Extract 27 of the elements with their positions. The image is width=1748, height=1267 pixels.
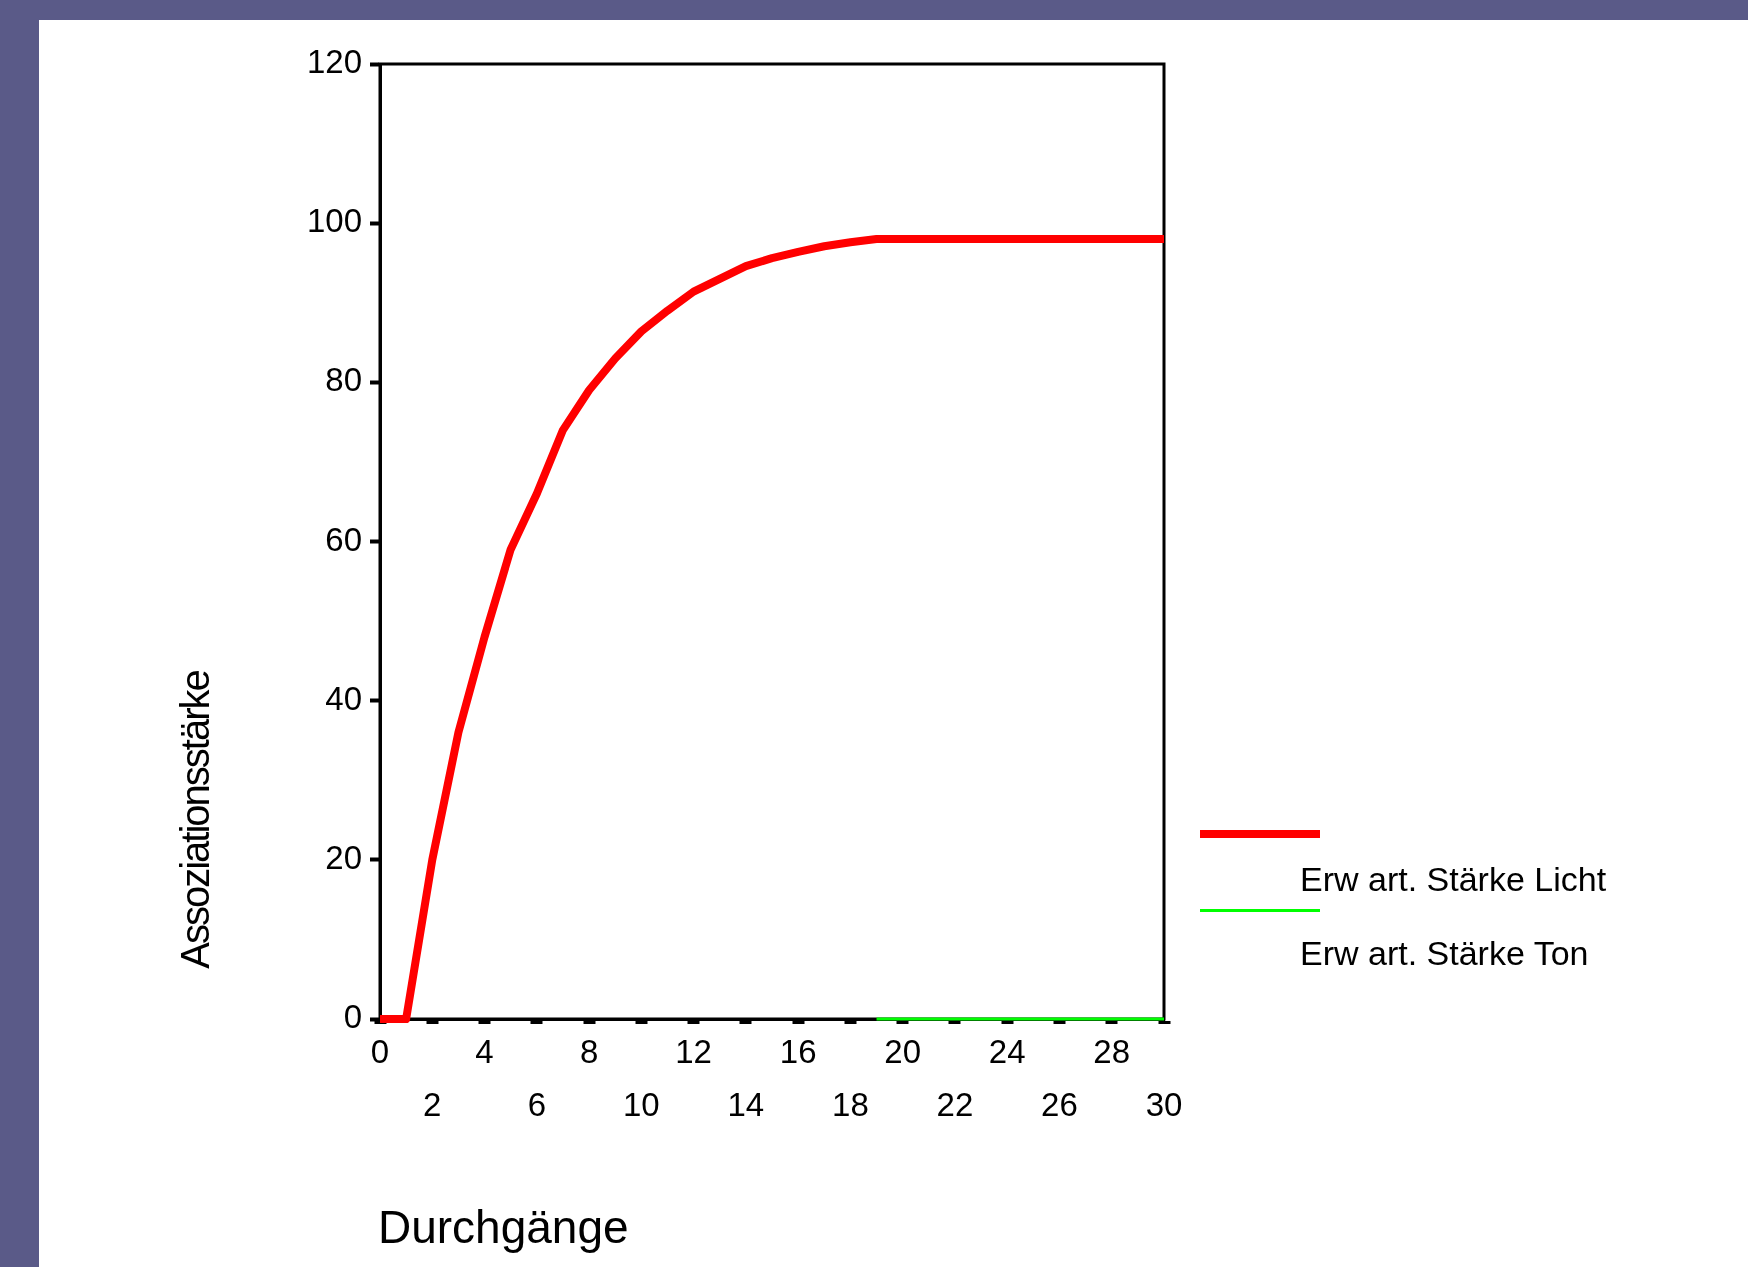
y-tick-label: 20 (325, 838, 362, 876)
x2-tick-label: 18 (832, 1085, 869, 1123)
x2-tick-label: 10 (622, 1085, 660, 1123)
y-tick-label: 80 (325, 361, 362, 399)
y-tick-label: 40 (325, 679, 362, 717)
y-tick-label: 120 (306, 43, 362, 81)
x2-tick-label: 22 (936, 1085, 974, 1123)
x2-tick-label: 6 (527, 1085, 546, 1123)
x-tick-label: 12 (675, 1032, 712, 1070)
y-tick-label: 100 (306, 202, 362, 240)
x-tick-label: 8 (579, 1032, 599, 1070)
x-axis-title: Durchgänge (378, 1200, 629, 1254)
x-tick-label: 4 (475, 1032, 494, 1070)
y-axis-title: Assoziationsstärke (172, 671, 218, 969)
x-tick-label: 16 (779, 1032, 817, 1070)
x-tick-label: 0 (370, 1032, 390, 1070)
x-tick-label: 24 (988, 1032, 1026, 1070)
x2-tick-label: 2 (423, 1085, 442, 1123)
x-tick-label: 20 (884, 1032, 922, 1070)
x-tick-label: 28 (1093, 1032, 1131, 1070)
y-tick-label: 60 (325, 520, 362, 558)
x2-tick-label: 14 (727, 1085, 765, 1123)
y-tick-label: 0 (343, 998, 362, 1036)
x2-tick-label: 26 (1041, 1085, 1078, 1123)
text: Erw art. Stärke Ton (1300, 934, 1590, 973)
text: Erw art. Stärke Licht (1300, 860, 1608, 899)
x2-tick-label: 30 (1145, 1085, 1183, 1123)
